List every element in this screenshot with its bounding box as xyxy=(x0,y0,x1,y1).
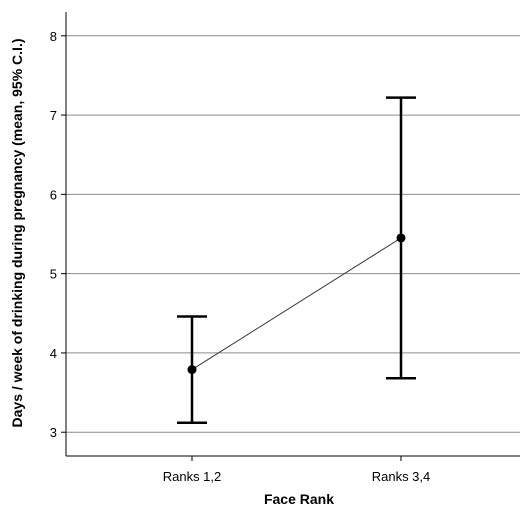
y-tick-label: 6 xyxy=(50,187,57,202)
mean-point xyxy=(187,365,197,375)
y-tick-label: 8 xyxy=(50,29,57,44)
y-tick-label: 5 xyxy=(50,267,57,282)
x-tick-label: Ranks 3,4 xyxy=(372,469,431,484)
y-ticks: 3 4 5 6 7 8 xyxy=(50,29,66,440)
y-tick-label: 7 xyxy=(50,108,57,123)
x-ticks: Ranks 1,2 Ranks 3,4 xyxy=(163,456,431,484)
plot-marks xyxy=(177,96,416,424)
axes xyxy=(65,12,520,457)
y-axis-title: Days / week of drinking during pregnancy… xyxy=(9,39,25,428)
y-tick-label: 3 xyxy=(50,425,57,440)
grid-lines xyxy=(66,35,520,433)
y-tick-label: 4 xyxy=(50,346,57,361)
x-axis-title: Face Rank xyxy=(264,491,334,507)
mean-connecting-line xyxy=(191,237,402,371)
mean-point xyxy=(396,233,406,243)
x-tick-label: Ranks 1,2 xyxy=(163,469,222,484)
